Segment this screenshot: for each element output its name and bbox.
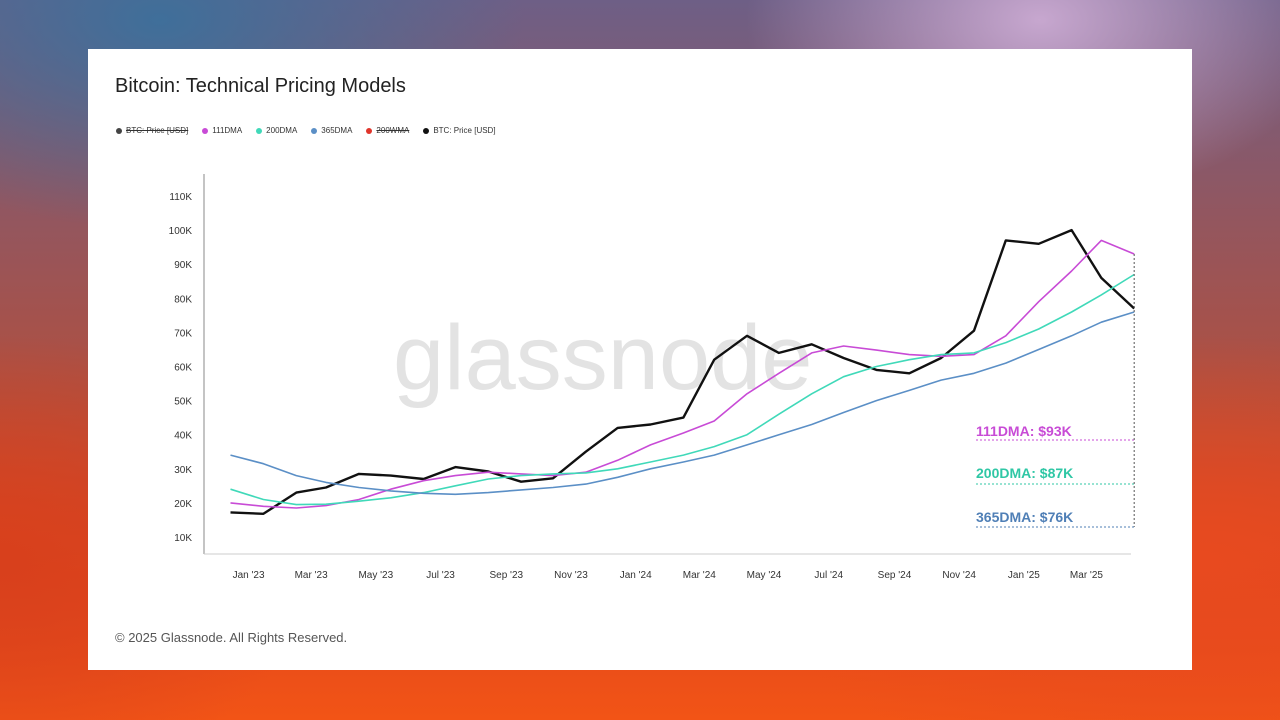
legend-swatch (202, 127, 209, 134)
annotations: 111DMA: $93K 200DMA: $87K 365DMA: $76K (976, 254, 1135, 528)
y-tick-label: 110K (169, 192, 192, 203)
legend-swatch (311, 127, 318, 134)
series-line-btc-price-usd (230, 228, 1136, 515)
y-tick-label: 90K (174, 260, 192, 271)
y-tick-label: 80K (174, 294, 192, 305)
legend: BTC: Price [USD] 111DMA 200DMA 365DMA 20… (116, 126, 496, 135)
legend-swatch (256, 127, 263, 134)
x-tick-label: Jul '23 (426, 570, 455, 581)
annotation-365dma: 365DMA: $76K (976, 509, 1073, 525)
legend-label: 365DMA (321, 126, 353, 135)
y-tick-label: 40K (174, 431, 192, 442)
copyright-footer: © 2025 Glassnode. All Rights Reserved. (115, 630, 348, 645)
chart-title: Bitcoin: Technical Pricing Models (115, 75, 406, 97)
legend-label: BTC: Price [USD] (126, 126, 189, 135)
legend-swatch (116, 127, 122, 134)
y-tick-label: 100K (169, 226, 193, 237)
legend-item-200wma-hidden[interactable]: 200WMA (366, 126, 409, 135)
legend-label: 111DMA (212, 126, 243, 135)
legend-swatch (366, 127, 373, 134)
annotation-200dma: 200DMA: $87K (976, 465, 1073, 481)
x-tick-label: Jan '23 (233, 570, 265, 581)
legend-swatch (423, 127, 430, 134)
x-tick-label: May '23 (358, 570, 393, 581)
x-tick-label: Mar '24 (683, 570, 716, 581)
legend-item-btc-price-hidden[interactable]: BTC: Price [USD] (116, 126, 188, 135)
x-tick-label: Jan '24 (620, 570, 652, 581)
x-tick-label: Nov '23 (554, 570, 588, 581)
series-line-365dma (230, 311, 1135, 496)
x-axis: Jan '23 Mar '23 May '23 Jul '23 Sep '23 Nov '… (204, 553, 1131, 581)
x-tick-label: Nov '24 (942, 570, 976, 581)
x-tick-label: Mar '23 (295, 570, 328, 581)
watermark: glassnode (393, 307, 812, 409)
x-tick-label: Jul '24 (814, 570, 843, 581)
y-tick-label: 60K (174, 363, 192, 374)
legend-label: 200WMA (376, 126, 410, 135)
x-tick-label: May '24 (747, 570, 782, 581)
x-tick-label: Mar '25 (1070, 570, 1103, 581)
x-tick-label: Sep '24 (878, 570, 912, 581)
y-tick-label: 50K (174, 397, 192, 408)
legend-item-111dma[interactable]: 111DMA (202, 126, 242, 135)
series-lines (230, 228, 1136, 515)
legend-item-200dma[interactable]: 200DMA (256, 126, 297, 135)
y-tick-label: 30K (174, 465, 192, 476)
legend-label: BTC: Price [USD] (433, 126, 496, 135)
x-tick-label: Sep '23 (489, 570, 523, 581)
series-line-200dma (230, 273, 1135, 506)
chart-plot: glassnode 10K 20K 30K 40K 50K 60K 70K 80K 90K 100… (169, 174, 1136, 581)
x-tick-label: Jan '25 (1008, 570, 1040, 581)
y-tick-label: 10K (174, 533, 192, 544)
legend-item-btc-price[interactable]: BTC: Price [USD] (423, 126, 496, 135)
y-tick-label: 70K (174, 328, 192, 339)
legend-label: 200DMA (266, 126, 298, 135)
y-axis: 10K 20K 30K 40K 50K 60K 70K 80K 90K 100K 110K (169, 174, 205, 554)
series-line-111dma (230, 239, 1135, 509)
legend-item-365dma[interactable]: 365DMA (311, 126, 352, 135)
annotation-111dma: 111DMA: $93K (976, 423, 1072, 439)
chart-card: Bitcoin: Technical Pricing Models BTC: P… (88, 49, 1192, 670)
y-tick-label: 20K (174, 499, 192, 510)
